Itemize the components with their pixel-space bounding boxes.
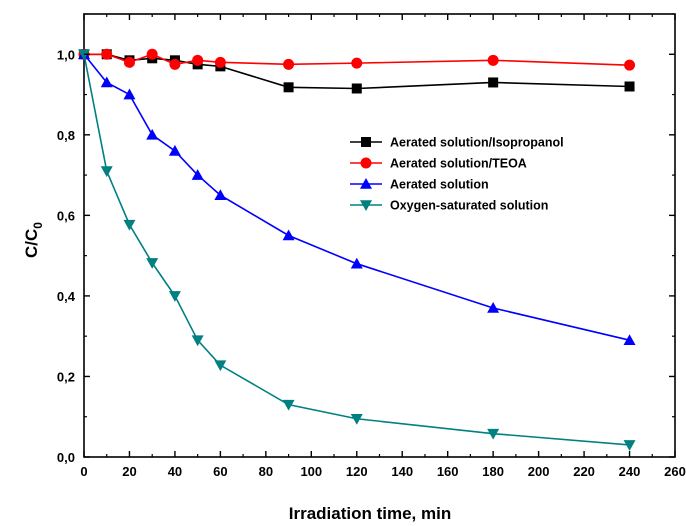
data-point — [123, 219, 136, 231]
y-axis-title-subscript: 0 — [31, 222, 45, 229]
x-tick-label: 60 — [213, 464, 227, 479]
x-tick-label: 240 — [619, 464, 641, 479]
legend-label: Aerated solution — [390, 178, 489, 192]
data-point — [487, 428, 500, 440]
data-point — [146, 128, 159, 140]
data-point — [146, 48, 158, 60]
x-axis-title: Irradiation time, min — [289, 504, 451, 523]
legend-label: Oxygen-saturated solution — [390, 199, 548, 213]
data-point — [169, 58, 181, 70]
x-tick-label: 0 — [80, 464, 87, 479]
x-tick-label: 20 — [122, 464, 136, 479]
x-tick-label: 160 — [437, 464, 459, 479]
x-tick-label: 140 — [391, 464, 413, 479]
data-point — [192, 54, 204, 66]
data-point — [123, 56, 135, 68]
y-axis-title-main: C/C — [22, 229, 41, 258]
y-tick-label: 0,6 — [57, 208, 75, 223]
data-point — [487, 54, 499, 66]
data-point — [214, 360, 227, 372]
data-point — [488, 77, 499, 88]
data-point — [624, 81, 635, 92]
data-point — [351, 83, 362, 94]
data-point — [168, 291, 181, 302]
data-point — [100, 76, 113, 88]
data-point — [283, 82, 294, 93]
y-tick-label: 0,4 — [57, 289, 76, 304]
series-3 — [78, 48, 636, 346]
y-axis-title: C/C0 — [22, 222, 45, 258]
y-tick-label: 1,0 — [57, 47, 75, 62]
series-line — [83, 53, 630, 341]
series-layer — [78, 48, 636, 451]
data-point — [214, 189, 227, 201]
x-tick-label: 180 — [482, 464, 504, 479]
y-tick-label: 0,8 — [57, 128, 75, 143]
series-line — [83, 54, 630, 446]
legend-item-1: Aerated solution/Isopropanol — [350, 136, 564, 150]
x-tick-label: 100 — [300, 464, 322, 479]
data-point — [283, 58, 295, 70]
data-point — [623, 334, 636, 346]
legend-item-3: Aerated solution — [350, 178, 489, 192]
legend: Aerated solution/Isopropanol Aerated solu… — [350, 136, 564, 213]
y-tick-label: 0,0 — [57, 450, 75, 465]
data-point — [214, 56, 226, 68]
series-1 — [79, 49, 635, 94]
data-point — [101, 48, 113, 60]
x-tick-label: 80 — [259, 464, 273, 479]
legend-item-2: Aerated solution/TEOA — [350, 157, 527, 171]
legend-marker — [360, 178, 372, 189]
axes-layer: 0 20 40 60 80 100 120 140 160 180 200 220 240 260 0,0 0… — [57, 13, 686, 479]
legend-marker — [360, 157, 372, 169]
legend-label: Aerated solution/TEOA — [390, 157, 527, 171]
x-tick-label: 260 — [664, 464, 686, 479]
data-point — [191, 169, 204, 180]
plot-area — [83, 13, 676, 458]
x-tick-label: 120 — [346, 464, 368, 479]
x-tick-label: 200 — [528, 464, 550, 479]
data-point — [146, 258, 159, 269]
legend-marker — [361, 137, 371, 147]
data-point — [191, 335, 204, 347]
data-point — [623, 440, 636, 451]
data-point — [100, 166, 113, 178]
x-tick-label: 220 — [573, 464, 595, 479]
data-point — [123, 88, 136, 100]
data-point — [487, 301, 500, 313]
x-tick-label: 40 — [168, 464, 182, 479]
data-point — [282, 229, 295, 241]
data-point — [350, 413, 363, 425]
y-tick-label: 0,2 — [57, 369, 75, 384]
data-point — [350, 257, 363, 269]
legend-label: Aerated solution/Isopropanol — [390, 136, 564, 150]
legend-item-4: Oxygen-saturated solution — [350, 199, 548, 213]
plot-frame — [83, 13, 676, 458]
data-point — [351, 57, 363, 69]
data-point — [624, 59, 636, 71]
data-point — [168, 144, 181, 156]
legend-marker — [360, 200, 372, 211]
data-point — [282, 399, 295, 411]
series-4 — [78, 49, 636, 451]
